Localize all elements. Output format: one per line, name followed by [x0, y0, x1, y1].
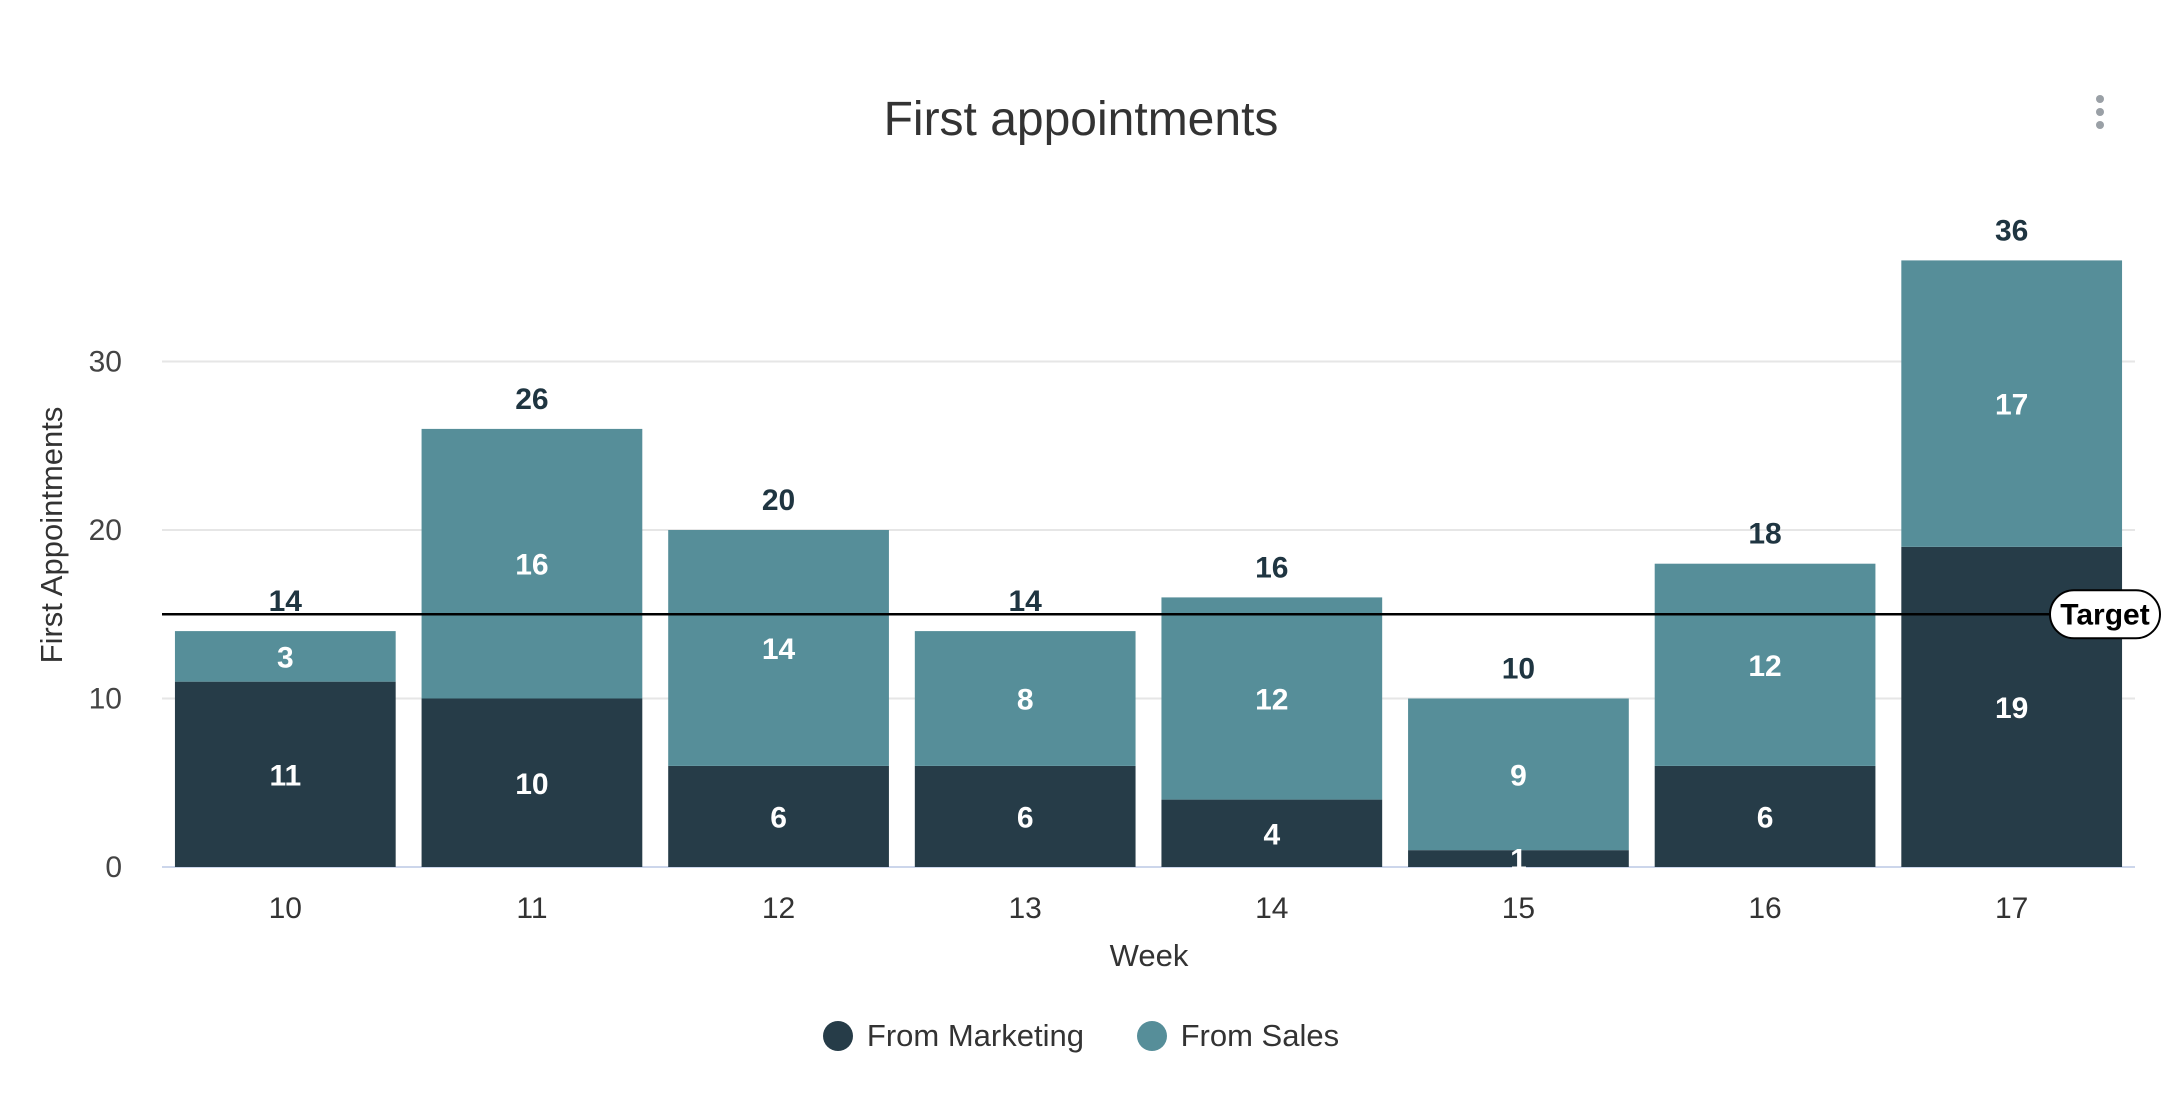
data-label: 12	[1255, 684, 1288, 717]
bar-segment-marketing[interactable]	[174, 681, 396, 867]
data-label: 6	[770, 801, 787, 834]
data-label: 11	[269, 759, 301, 792]
y-tick-label: 10	[89, 683, 122, 716]
data-label: 3	[277, 641, 294, 674]
x-tick-label: 14	[1255, 892, 1288, 925]
y-tick-label: 30	[89, 346, 122, 379]
data-label: 6	[1757, 801, 1774, 834]
legend-marker-marketing	[822, 1020, 853, 1051]
y-tick-label: 20	[89, 514, 122, 547]
bar-segment-marketing[interactable]	[914, 765, 1136, 867]
y-tick-label: 0	[105, 851, 122, 884]
target-label: Target	[2060, 598, 2149, 631]
total-label: 14	[269, 585, 303, 618]
data-label: 1	[1510, 844, 1527, 877]
chart-title: First appointments	[883, 93, 1279, 146]
data-label: 4	[1263, 818, 1280, 851]
data-label: 10	[515, 768, 548, 801]
bar-segment-marketing[interactable]	[1654, 765, 1876, 867]
bar-segment-sales[interactable]	[914, 631, 1136, 766]
data-label: 6	[1017, 801, 1034, 834]
total-label: 18	[1748, 518, 1781, 551]
x-axis-ticks: 10 11 12 13 14 15 16 17	[269, 892, 2029, 925]
data-label: 9	[1510, 759, 1527, 792]
total-label: 14	[1009, 585, 1043, 618]
data-label: 17	[1995, 389, 2028, 422]
data-label: 16	[515, 549, 548, 582]
x-tick-label: 11	[516, 892, 547, 925]
legend-marker-sales	[1136, 1020, 1167, 1051]
legend-label-sales: From Sales	[1180, 1017, 1340, 1053]
bar-segment-marketing[interactable]	[1161, 799, 1383, 867]
bar-segment-sales[interactable]	[668, 530, 889, 766]
bar-segment-marketing[interactable]	[668, 765, 889, 867]
target-line-group: Target	[162, 589, 2161, 640]
bar-segment-sales[interactable]	[1408, 698, 1629, 851]
total-label: 10	[1502, 653, 1535, 686]
data-label: 19	[1995, 692, 2028, 725]
bar-segment-marketing[interactable]	[421, 698, 643, 868]
y-axis-title: First Appointments	[34, 407, 69, 664]
total-label: 36	[1995, 214, 2028, 247]
x-tick-label: 10	[269, 892, 302, 925]
data-label: 14	[762, 633, 796, 666]
bar-segment-sales[interactable]	[1161, 597, 1383, 800]
x-tick-label: 13	[1009, 892, 1042, 925]
data-label: 12	[1748, 650, 1781, 683]
y-axis-ticks: 0 10 20 30	[89, 346, 122, 885]
x-axis-title: Week	[1110, 938, 1189, 973]
bars	[174, 260, 2123, 868]
x-tick-label: 12	[762, 892, 795, 925]
bar-segment-sales[interactable]	[421, 428, 643, 699]
bar-segment-sales[interactable]	[174, 631, 396, 682]
bar-segment-sales[interactable]	[1654, 563, 1876, 766]
bar-segment-sales[interactable]	[1901, 260, 2123, 547]
more-options-icon[interactable]	[2085, 95, 2115, 135]
total-label: 16	[1255, 551, 1288, 584]
target-badge	[2049, 589, 2161, 640]
legend-label-marketing: From Marketing	[866, 1017, 1084, 1053]
x-tick-label: 17	[1995, 892, 2028, 925]
data-label: 8	[1017, 684, 1034, 717]
total-label: 20	[762, 484, 795, 517]
x-tick-label: 16	[1748, 892, 1781, 925]
legend-item-sales[interactable]: From Sales	[1136, 1016, 1340, 1054]
legend-item-marketing[interactable]: From Marketing	[822, 1016, 1084, 1054]
x-tick-label: 15	[1502, 892, 1535, 925]
total-label: 26	[515, 383, 548, 416]
bar-segment-marketing[interactable]	[1408, 850, 1629, 867]
legend: From Marketing From Sales	[0, 1016, 2162, 1054]
